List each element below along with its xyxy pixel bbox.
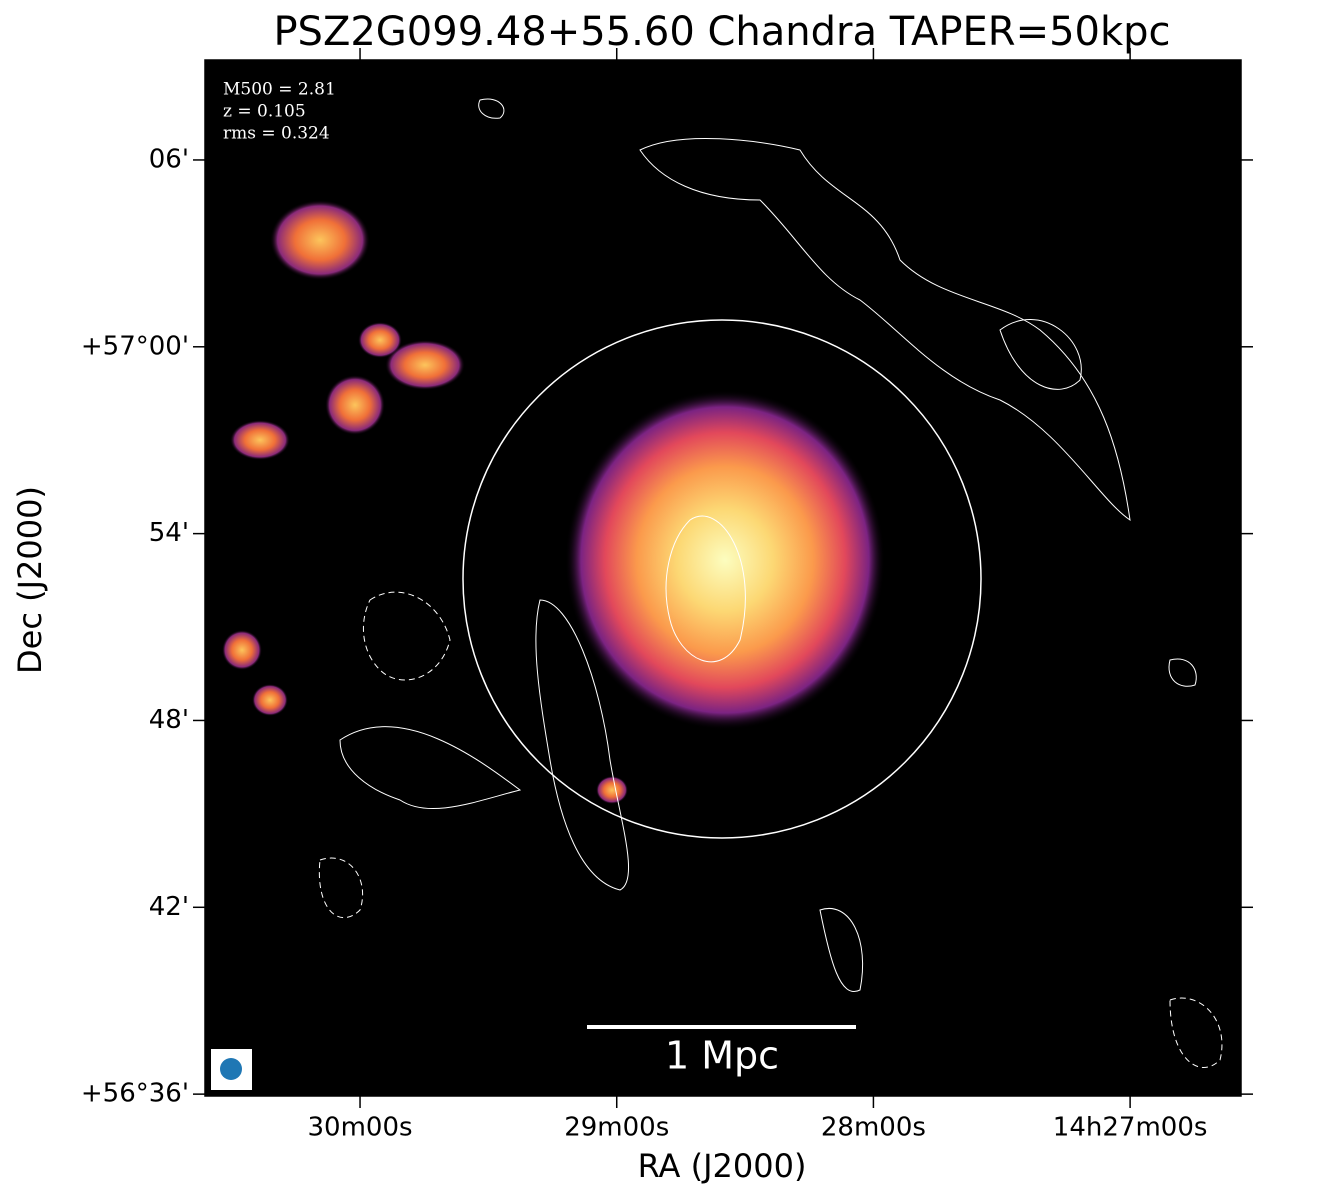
y-tick-label: 48' bbox=[149, 705, 189, 735]
emission-blob bbox=[385, 340, 465, 390]
contours bbox=[339, 98, 1197, 993]
cluster-emission bbox=[565, 390, 885, 730]
emission-blob bbox=[270, 200, 370, 280]
image: 1 Mpc M500 = 2.81 z = 0.105 rms = 0.324 bbox=[205, 60, 1241, 1096]
y-axis-label: Dec (J2000) bbox=[11, 486, 49, 674]
x-tick-label: 28m00s bbox=[821, 1113, 926, 1143]
x-tick-label: 29m00s bbox=[564, 1113, 669, 1143]
x-tick-label: 30m00s bbox=[308, 1113, 413, 1143]
emission-blob bbox=[325, 375, 385, 435]
info-line: rms = 0.324 bbox=[223, 124, 330, 144]
info-text: M500 = 2.81 z = 0.105 rms = 0.324 bbox=[223, 80, 336, 144]
beam bbox=[220, 1058, 242, 1080]
emission-blob bbox=[222, 630, 262, 670]
negative-contours bbox=[318, 591, 1223, 1068]
emission-blob bbox=[230, 420, 290, 460]
scale-bar-label: 1 Mpc bbox=[665, 1034, 779, 1078]
y-tick-label: +56°36' bbox=[81, 1079, 189, 1109]
x-axis-label: RA (J2000) bbox=[638, 1147, 807, 1185]
emission-blob bbox=[358, 322, 402, 358]
y-tick-label: 54' bbox=[149, 518, 189, 548]
info-line: M500 = 2.81 bbox=[223, 80, 336, 100]
y-tick-label: +57°00' bbox=[81, 331, 189, 361]
info-line: z = 0.105 bbox=[223, 102, 306, 122]
x-tick-label: 14h27m00s bbox=[1053, 1113, 1208, 1143]
emission-blob bbox=[252, 684, 288, 716]
emission-blob bbox=[596, 776, 628, 804]
plot-frame bbox=[204, 59, 1242, 1097]
y-tick-label: 06' bbox=[149, 144, 189, 174]
r500-circle bbox=[462, 319, 982, 839]
y-tick-label: 42' bbox=[149, 892, 189, 922]
chart-title: PSZ2G099.48+55.60 Chandra TAPER=50kpc bbox=[273, 9, 1170, 55]
